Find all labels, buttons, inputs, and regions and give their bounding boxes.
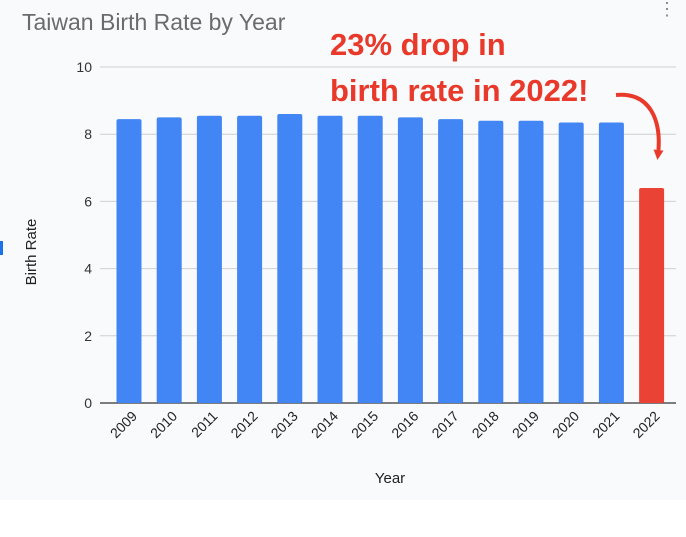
annotation-line-2: birth rate in 2022! (330, 73, 589, 108)
bar (518, 120, 544, 403)
x-tick-label: 2010 (147, 408, 180, 441)
x-tick-label: 2012 (227, 408, 260, 441)
x-tick-label: 2018 (469, 408, 502, 441)
bar (237, 115, 263, 403)
x-axis-label: Year (375, 470, 405, 487)
y-tick-label: 0 (84, 395, 92, 411)
bar (438, 119, 464, 403)
bar (116, 119, 142, 403)
x-tick-label: 2009 (107, 408, 140, 441)
x-tick-label: 2017 (428, 408, 461, 441)
x-tick-label: 2015 (348, 408, 381, 441)
annotation-line-1: 23% drop in (330, 27, 506, 62)
chart-title: Taiwan Birth Rate by Year (22, 9, 286, 35)
selection-marker (0, 241, 3, 255)
x-tick-label: 2021 (589, 408, 622, 441)
y-tick-label: 4 (84, 261, 92, 277)
y-tick-label: 8 (84, 126, 92, 142)
annotation-arrow (615, 92, 664, 160)
bar (558, 122, 584, 403)
x-tick-label: 2016 (388, 408, 421, 441)
x-tick-label: 2022 (629, 408, 662, 441)
chart-card: Taiwan Birth Rate by Year ⋮ 0 2 4 6 8 10 2009… (0, 0, 676, 487)
bar (598, 122, 624, 403)
bar-highlight (639, 187, 665, 403)
bar (156, 117, 182, 404)
y-tick-label: 2 (84, 328, 92, 344)
x-tick-label: 2019 (509, 408, 542, 441)
bar (196, 115, 222, 403)
more-vert-icon[interactable]: ⋮ (658, 0, 676, 19)
bar (397, 117, 423, 404)
y-axis-label: Birth Rate (23, 219, 40, 286)
x-tick-label: 2013 (268, 408, 301, 441)
x-tick-label: 2011 (188, 408, 221, 441)
bar (357, 115, 383, 403)
y-tick-label: 6 (84, 193, 92, 209)
bar (317, 115, 343, 403)
bar (277, 114, 303, 403)
bar (478, 120, 504, 403)
bar-chart: 0 2 4 6 8 10 2009 2010 2011 2012 2013 2014 2015 2016… (23, 59, 676, 487)
x-tick-label: 2020 (549, 408, 582, 441)
y-tick-label: 10 (76, 59, 92, 75)
x-tick-label: 2014 (308, 408, 341, 441)
